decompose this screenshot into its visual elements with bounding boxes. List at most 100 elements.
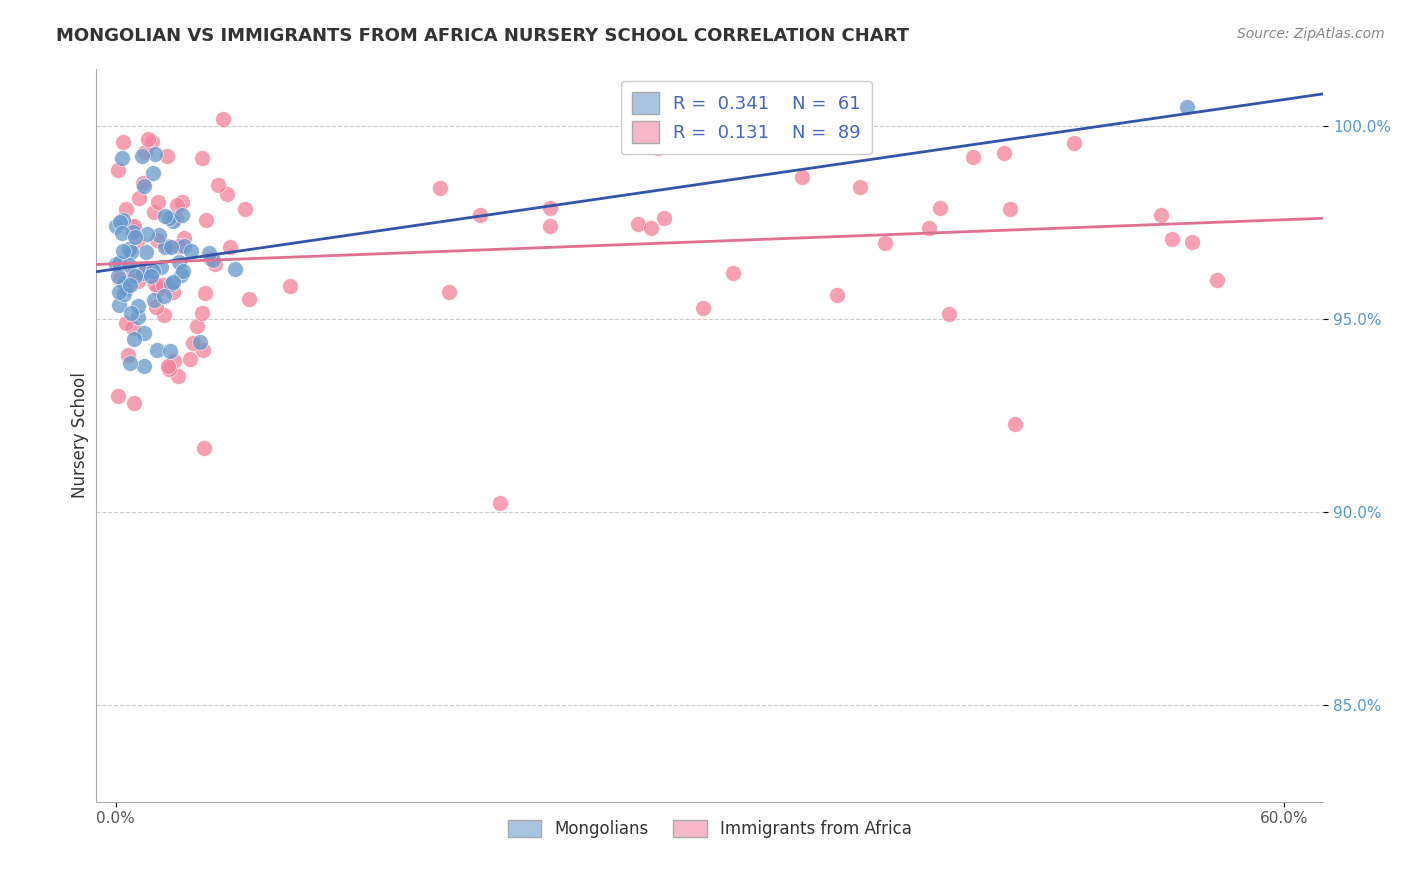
Point [723, 266, 745, 280]
Point [162, 214, 184, 228]
Point [159, 344, 181, 359]
Point [143, 146, 166, 161]
Point [156, 239, 179, 253]
Point [191, 306, 214, 320]
Point [1063, 136, 1085, 150]
Point [114, 281, 136, 295]
Point [114, 202, 136, 216]
Point [111, 152, 134, 166]
Point [131, 266, 153, 280]
Point [918, 220, 941, 235]
Point [468, 208, 491, 222]
Point [962, 150, 984, 164]
Point [162, 285, 184, 300]
Point [124, 229, 146, 244]
Point [172, 208, 194, 222]
Point [121, 219, 143, 234]
Point [148, 227, 170, 242]
Point [1000, 202, 1022, 217]
Point [148, 281, 170, 295]
Point [186, 319, 208, 334]
Y-axis label: Nursery School: Nursery School [72, 372, 89, 498]
Point [160, 240, 183, 254]
Point [194, 286, 217, 301]
Point [135, 263, 157, 277]
Point [120, 277, 142, 292]
Point [145, 300, 167, 314]
Point [157, 359, 180, 373]
Point [111, 226, 134, 240]
Point [128, 191, 150, 205]
Point [159, 211, 181, 226]
Point [640, 221, 662, 235]
Point [235, 202, 257, 217]
Point [108, 272, 131, 286]
Point [489, 496, 512, 510]
Point [134, 359, 156, 373]
Point [169, 239, 191, 253]
Point [173, 239, 195, 253]
Point [136, 132, 159, 146]
Point [132, 176, 155, 190]
Point [188, 334, 211, 349]
Point [108, 256, 131, 270]
Point [153, 289, 176, 303]
Point [105, 257, 128, 271]
Point [194, 212, 217, 227]
Point [118, 356, 141, 370]
Point [121, 225, 143, 239]
Point [111, 135, 134, 149]
Point [122, 268, 145, 282]
Point [132, 179, 155, 194]
Point [1150, 208, 1173, 222]
Point [172, 264, 194, 278]
Point [437, 285, 460, 299]
Point [538, 201, 561, 215]
Point [652, 211, 675, 226]
Point [200, 252, 222, 266]
Point [107, 162, 129, 177]
Point [156, 149, 179, 163]
Point [207, 178, 229, 193]
Point [122, 396, 145, 410]
Point [143, 205, 166, 219]
Point [224, 262, 246, 277]
Legend: Mongolians, Immigrants from Africa: Mongolians, Immigrants from Africa [501, 813, 918, 845]
Point [170, 268, 193, 282]
Point [627, 217, 650, 231]
Point [108, 285, 131, 299]
Point [1181, 235, 1204, 250]
Point [238, 292, 260, 306]
Point [120, 306, 142, 320]
Point [211, 112, 233, 127]
Point [682, 95, 704, 109]
Point [122, 333, 145, 347]
Point [146, 233, 169, 247]
Point [169, 254, 191, 268]
Point [107, 389, 129, 403]
Point [179, 352, 201, 367]
Point [134, 145, 156, 159]
Point [938, 307, 960, 321]
Text: MONGOLIAN VS IMMIGRANTS FROM AFRICA NURSERY SCHOOL CORRELATION CHART: MONGOLIAN VS IMMIGRANTS FROM AFRICA NURS… [56, 27, 910, 45]
Point [127, 274, 149, 288]
Point [141, 135, 163, 149]
Point [127, 310, 149, 324]
Point [153, 308, 176, 322]
Point [122, 219, 145, 233]
Point [141, 268, 163, 283]
Point [107, 269, 129, 284]
Point [1004, 417, 1026, 431]
Point [875, 235, 897, 250]
Point [538, 219, 561, 234]
Point [118, 258, 141, 272]
Point [111, 244, 134, 258]
Point [647, 141, 669, 155]
Point [146, 195, 169, 210]
Point [215, 186, 238, 201]
Point [135, 227, 157, 241]
Point [928, 201, 950, 215]
Point [143, 293, 166, 307]
Point [142, 166, 165, 180]
Point [131, 149, 153, 163]
